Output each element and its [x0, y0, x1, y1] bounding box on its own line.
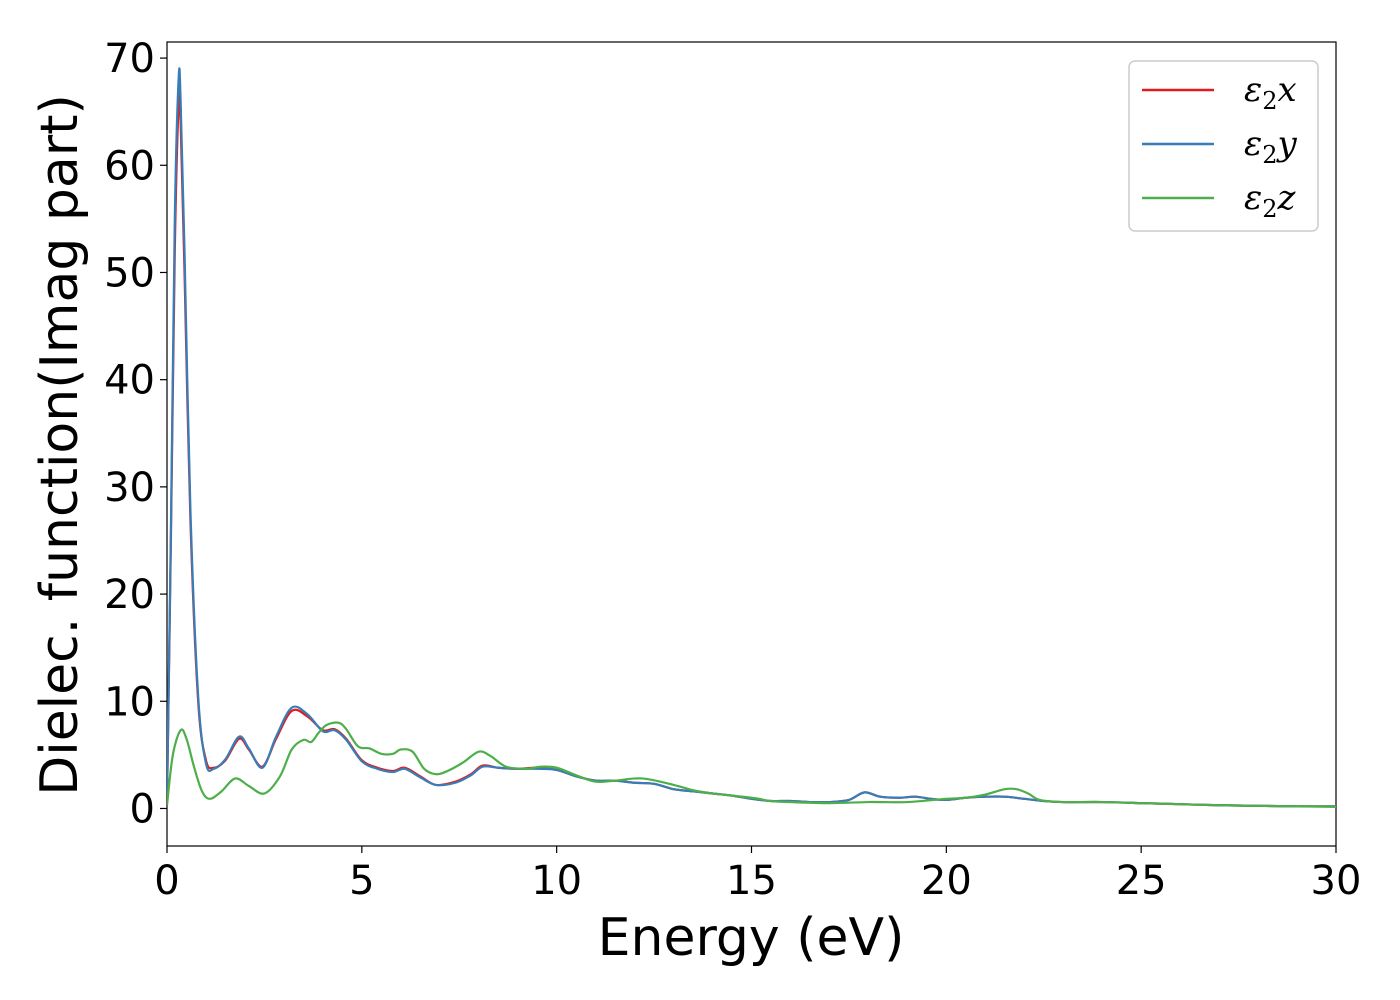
x-tick-label: 15 — [726, 858, 777, 904]
legend-label-y: ε2y — [1244, 124, 1298, 169]
y-tick-label: 60 — [104, 143, 155, 189]
x-tick-label: 0 — [154, 858, 179, 904]
y-tick-label: 0 — [130, 786, 155, 832]
y-axis-ticks: 0 10 20 30 40 50 60 70 — [104, 36, 167, 832]
x-tick-label: 25 — [1116, 858, 1167, 904]
x-tick-label: 5 — [349, 858, 374, 904]
y-tick-label: 70 — [104, 36, 155, 82]
y-tick-label: 50 — [104, 250, 155, 296]
series-line-z — [167, 721, 1336, 808]
legend: ε2x ε2y ε2z — [1128, 60, 1319, 232]
legend-label-x: ε2x — [1244, 70, 1297, 115]
y-tick-label: 40 — [104, 358, 155, 404]
x-tick-label: 30 — [1311, 858, 1362, 904]
y-tick-label: 30 — [104, 465, 155, 511]
x-axis-label: Energy (eV) — [598, 908, 905, 968]
legend-label-z: ε2z — [1244, 178, 1297, 223]
series-layer — [167, 67, 1336, 808]
y-axis-label: Dielec. function(Imag part) — [30, 94, 90, 796]
x-tick-label: 10 — [531, 858, 582, 904]
x-axis-ticks: 0 5 10 15 20 25 30 — [154, 846, 1361, 904]
legend-box — [1128, 60, 1319, 232]
y-tick-label: 10 — [104, 679, 155, 725]
y-tick-label: 20 — [104, 572, 155, 618]
x-tick-label: 20 — [921, 858, 972, 904]
